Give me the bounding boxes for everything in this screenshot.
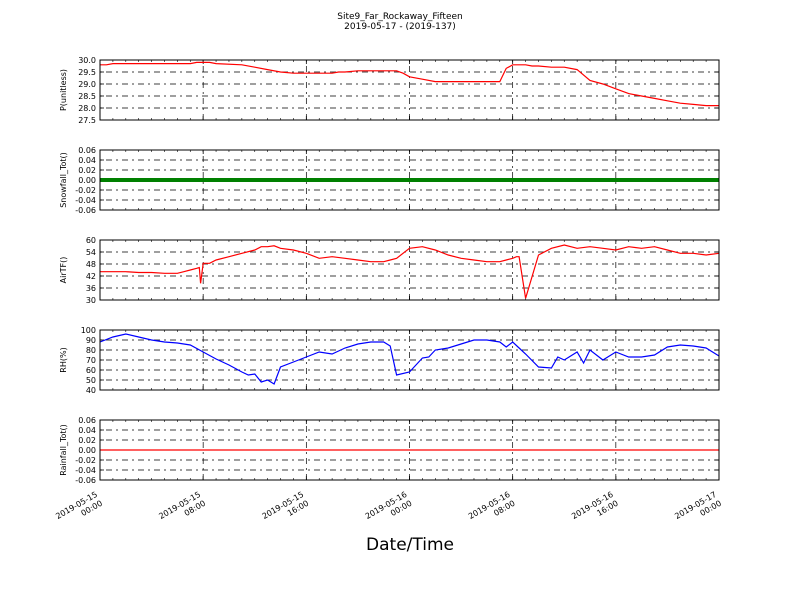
y-tick-label: 0.04 <box>78 156 96 165</box>
y-tick-label: 100 <box>81 326 96 335</box>
y-tick-label: -0.02 <box>75 186 96 195</box>
y-axis-label: Rainfall_Tot() <box>59 424 68 476</box>
x-tick-label: 2019-05-1616:00 <box>570 490 620 530</box>
y-tick-label: 29.5 <box>78 68 96 77</box>
y-tick-label: 0.02 <box>78 166 96 175</box>
panel-frame <box>99 239 720 301</box>
y-tick-label: 0.00 <box>78 176 96 185</box>
panel-frame <box>99 149 720 211</box>
y-tick-label: 70 <box>86 356 96 365</box>
y-tick-label: 27.5 <box>78 116 96 125</box>
chart-subtitle: 2019-05-17 - (2019-137) <box>344 22 456 32</box>
panel-frame <box>99 419 720 481</box>
y-tick-label: 60 <box>86 236 96 245</box>
series-line <box>100 244 720 299</box>
y-tick-label: 48 <box>86 260 96 269</box>
y-tick-label: 29.0 <box>78 80 96 89</box>
x-tick-label: 2019-05-1500:00 <box>54 490 104 530</box>
y-tick-label: 60 <box>86 366 96 375</box>
x-tick-label: 2019-05-1516:00 <box>261 490 311 530</box>
series-line <box>100 61 719 107</box>
y-tick-label: 28.0 <box>78 104 96 113</box>
x-tick-label: 2019-05-1608:00 <box>467 490 517 530</box>
x-tick-label: 2019-05-1600:00 <box>364 490 414 530</box>
y-tick-label: 0.04 <box>78 426 96 435</box>
y-tick-label: 42 <box>86 272 96 281</box>
y-tick-label: 30.0 <box>78 56 96 65</box>
y-tick-label: 0.00 <box>78 446 96 455</box>
chart-title: Site9_Far_Rockaway_Fifteen <box>337 12 463 22</box>
y-tick-label: 0.02 <box>78 436 96 445</box>
y-tick-label: 28.5 <box>78 92 96 101</box>
y-tick-label: 0.06 <box>78 416 96 425</box>
series-line <box>99 333 720 385</box>
y-axis-label: RH(%) <box>59 347 68 372</box>
y-tick-label: 54 <box>86 248 96 257</box>
x-tick-label: 2019-05-1508:00 <box>157 490 207 530</box>
y-tick-label: 36 <box>86 284 96 293</box>
y-tick-label: 50 <box>86 376 96 385</box>
y-tick-label: -0.06 <box>75 206 96 215</box>
panel-frame <box>99 59 720 121</box>
y-tick-label: 90 <box>86 336 96 345</box>
y-tick-label: -0.02 <box>75 456 96 465</box>
y-axis-label: P(unitless) <box>59 69 68 111</box>
y-axis-label: AirTF() <box>59 257 68 284</box>
y-tick-label: -0.04 <box>75 196 96 205</box>
y-tick-label: 40 <box>86 386 96 395</box>
x-tick-label: 2019-05-1700:00 <box>673 490 723 530</box>
panel-frame <box>99 329 720 391</box>
y-tick-label: -0.06 <box>75 476 96 485</box>
y-tick-label: -0.04 <box>75 466 96 475</box>
y-tick-label: 30 <box>86 296 96 305</box>
y-axis-label: Snowfall_Tot() <box>59 152 68 208</box>
y-tick-label: 0.06 <box>78 146 96 155</box>
x-axis-label: Date/Time <box>366 535 454 555</box>
y-tick-label: 80 <box>86 346 96 355</box>
